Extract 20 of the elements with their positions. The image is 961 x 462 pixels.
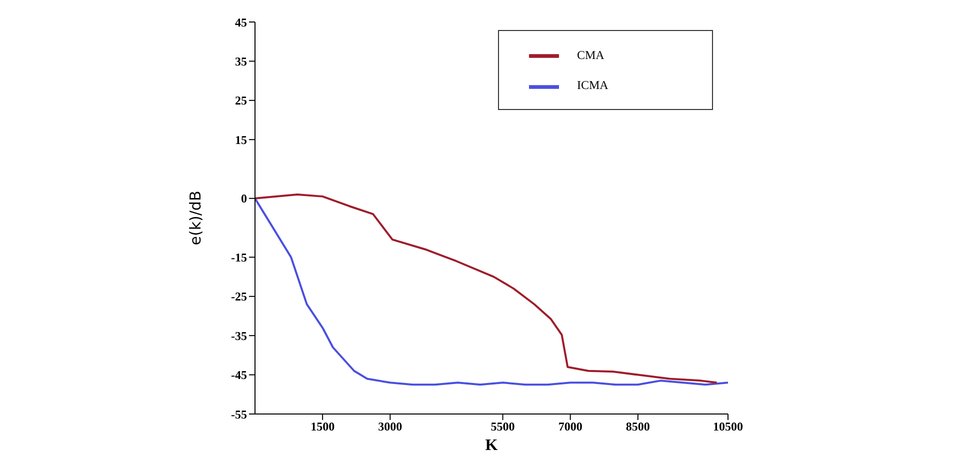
- x-tick-label: 10500: [713, 420, 743, 434]
- y-axis-title: e(k)/dB: [186, 190, 204, 246]
- x-tick-label: 7000: [558, 420, 582, 434]
- y-tick-label: -55: [231, 407, 247, 422]
- x-tick-label: 3000: [378, 420, 402, 434]
- y-tick-label: -45: [231, 368, 247, 382]
- x-tick-label: 1500: [310, 420, 335, 434]
- y-tick-label: -35: [231, 328, 247, 343]
- y-tick-label: 45: [235, 15, 247, 30]
- y-tick-label: -25: [231, 290, 247, 304]
- y-tick-label: 35: [235, 54, 247, 68]
- y-tick-label: 0: [241, 192, 247, 206]
- y-tick-label: 25: [235, 94, 247, 108]
- x-tick-label: 8500: [626, 420, 650, 434]
- legend-label: CMA: [577, 48, 604, 62]
- y-tick-label: -15: [231, 250, 247, 264]
- y-tick-label: 15: [235, 132, 247, 147]
- x-tick-label: 5500: [490, 420, 515, 434]
- x-axis-title: K: [485, 437, 498, 454]
- legend-label: ICMA: [577, 78, 608, 92]
